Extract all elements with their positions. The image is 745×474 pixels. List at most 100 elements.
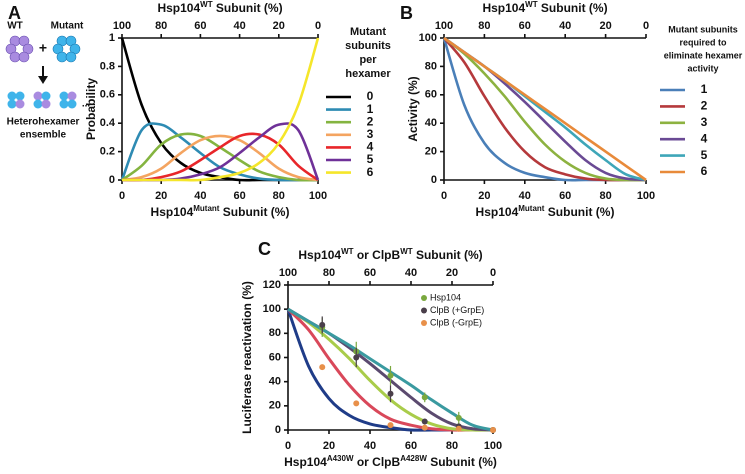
x-axis-label-part: Mutant	[518, 204, 545, 213]
x-tick-label: 40	[519, 190, 531, 202]
x-tick-label: 80	[273, 190, 285, 202]
y-tick-label: 100	[419, 32, 437, 44]
x2-axis-label-part: Hsp104	[157, 1, 200, 15]
x-tick-label: 100	[484, 440, 502, 452]
legend-title: activity	[687, 63, 718, 73]
y-tick-label: 60	[425, 89, 437, 101]
legend-marker	[421, 307, 427, 314]
x2-axis-label-part: WT	[341, 247, 354, 256]
x-tick-label: 80	[599, 190, 611, 202]
line	[122, 37, 320, 182]
annotation: Mutant	[51, 21, 84, 32]
y-tick-label: 20	[269, 400, 281, 412]
y-tick-label: 40	[425, 117, 437, 129]
x2-tick-label: 20	[446, 267, 458, 279]
x-axis-label-part: Subunit (%)	[544, 205, 614, 219]
x2-tick-label: 20	[273, 20, 285, 32]
legend-label: 3	[701, 115, 708, 129]
x2-axis-label-part: Subunit (%)	[538, 1, 608, 15]
legend-title: required to	[679, 37, 727, 47]
y-tick-label: 60	[269, 351, 281, 363]
x2-tick-label: 80	[323, 267, 335, 279]
x2-axis-label-part: or ClpB	[354, 248, 401, 262]
x2-tick-label: 20	[599, 20, 611, 32]
legend-label: 4	[367, 140, 374, 154]
legend-label: 2	[367, 114, 374, 128]
annotation: +	[39, 40, 47, 56]
y-axis-label: Probability	[84, 78, 98, 140]
legend-label: 0	[367, 89, 374, 103]
x2-axis-label: Hsp104WT Subunit (%)	[482, 0, 607, 15]
data-point	[490, 427, 496, 433]
data-point	[353, 400, 360, 407]
y-tick-label: 100	[263, 303, 281, 315]
x-axis-label: Hsp104Mutant Subunit (%)	[476, 204, 615, 220]
x-tick-label: 60	[233, 190, 245, 202]
x-tick-label: 0	[441, 190, 447, 202]
x-tick-label: 20	[323, 440, 335, 452]
legend-label: 1	[701, 82, 708, 96]
line	[121, 134, 319, 182]
legend-label: 3	[367, 127, 374, 141]
x2-axis-label-part: Hsp104	[482, 1, 525, 15]
annotation: ensemble	[20, 130, 67, 141]
data-point	[319, 364, 326, 371]
data-point	[319, 321, 326, 328]
y-tick-label: 0	[109, 174, 115, 186]
x2-tick-label: 100	[435, 20, 453, 32]
panel-label: B	[400, 3, 413, 23]
x-axis-label-part: Hsp104	[476, 205, 519, 219]
x2-tick-label: 0	[490, 267, 496, 279]
x-axis-label-part: Hsp104	[284, 455, 327, 469]
legend-label: Hsp104	[430, 292, 461, 302]
data-point	[353, 354, 360, 361]
annotation: ...	[82, 99, 91, 110]
legend-title: Mutant	[350, 26, 386, 38]
annotation: Heterohexamer	[7, 117, 80, 128]
legend-label: 2	[701, 99, 708, 113]
x-tick-label: 0	[285, 440, 291, 452]
wt-hexamer	[5, 35, 34, 63]
legend-title: Mutant subunits	[668, 24, 738, 34]
legend-title: per	[359, 54, 377, 66]
x-tick-label: 80	[446, 440, 458, 452]
y-tick-label: 1	[109, 32, 115, 44]
x2-axis-label: Hsp104WT or ClpBWT Subunit (%)	[298, 247, 482, 263]
y-tick-label: 20	[425, 146, 437, 158]
x2-axis-label-part: Subunit (%)	[413, 248, 483, 262]
y-tick-label: 40	[269, 376, 281, 388]
x-axis-label-part: Hsp104	[151, 205, 194, 219]
legend-label: ClpB (-GrpE)	[430, 317, 482, 327]
legend-title: eliminate hexamer	[664, 50, 743, 60]
legend-marker	[421, 295, 427, 301]
x-axis-label: Hsp104A430W or ClpBA428W Subunit (%)	[284, 454, 497, 470]
x2-tick-label: 40	[405, 267, 417, 279]
x-tick-label: 60	[405, 440, 417, 452]
data-point	[421, 418, 428, 425]
x2-axis-label-part: Subunit (%)	[213, 1, 283, 15]
x2-tick-label: 80	[478, 20, 490, 32]
x-tick-label: 100	[309, 190, 327, 202]
x-tick-label: 0	[119, 190, 125, 202]
x-tick-label: 40	[364, 440, 376, 452]
panel-label: A	[8, 3, 21, 23]
annotation: WT	[7, 21, 23, 32]
x-tick-label: 60	[559, 190, 571, 202]
x-tick-label: 100	[637, 190, 655, 202]
legend-label: 1	[367, 102, 374, 116]
x2-tick-label: 60	[194, 20, 206, 32]
x2-tick-label: 80	[155, 20, 167, 32]
x2-axis-label-part: WT	[400, 247, 413, 256]
legend-title: subunits	[345, 40, 391, 52]
x-axis-label-part: or ClpB	[354, 455, 401, 469]
data-point	[421, 424, 428, 431]
y-axis-label: Luciferase reactivation (%)	[240, 281, 254, 434]
x2-axis-label-part: WT	[200, 0, 213, 9]
x-axis-label-part: A430W	[327, 454, 354, 463]
legend-label: 4	[701, 131, 708, 145]
data-point	[421, 394, 428, 401]
legend-label: ClpB (+GrpE)	[430, 305, 484, 315]
y-tick-label: 0	[431, 174, 437, 186]
